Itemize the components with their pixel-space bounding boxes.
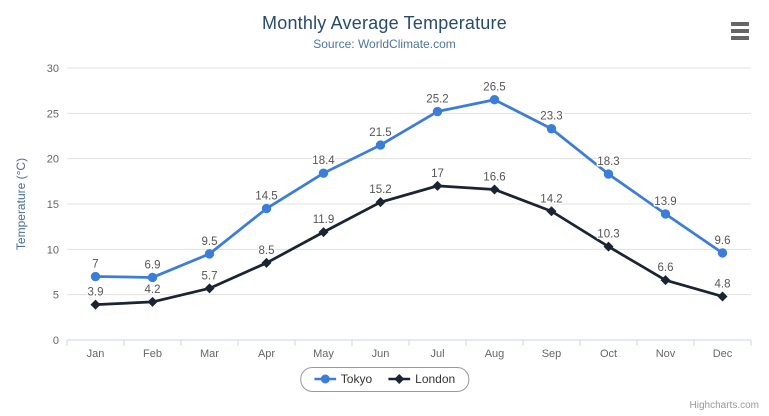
data-point-london[interactable] <box>318 227 329 238</box>
data-point-london[interactable] <box>261 257 272 268</box>
legend-item-tokyo[interactable]: Tokyo <box>313 372 373 386</box>
data-point-london[interactable] <box>204 283 215 294</box>
data-label: 18.3 <box>597 156 619 168</box>
x-tick-label: Aug <box>485 348 505 360</box>
data-point-tokyo[interactable] <box>90 271 101 282</box>
legend-item-london[interactable]: London <box>388 372 455 386</box>
data-label: 10.3 <box>597 229 619 241</box>
y-tick-label: 0 <box>53 335 59 347</box>
y-tick-label: 30 <box>47 63 59 75</box>
data-point-london[interactable] <box>375 197 386 208</box>
data-label: 7 <box>92 259 98 271</box>
data-label: 4.8 <box>715 278 731 290</box>
legend-label-london: London <box>415 372 456 386</box>
x-tick-label: Mar <box>200 348 219 360</box>
y-tick-label: 25 <box>47 108 59 120</box>
data-label: 18.4 <box>312 155 335 167</box>
data-point-tokyo[interactable] <box>603 169 614 179</box>
data-label: 16.6 <box>483 171 505 183</box>
data-label: 14.2 <box>540 193 562 205</box>
y-tick-label: 10 <box>47 244 59 256</box>
data-label: 26.5 <box>483 82 505 94</box>
data-label: 9.5 <box>202 236 218 248</box>
menu-icon <box>731 36 749 40</box>
x-tick-label: Feb <box>143 348 162 360</box>
data-label: 9.6 <box>715 235 731 247</box>
data-label: 14.5 <box>255 191 277 203</box>
data-point-london[interactable] <box>603 241 614 252</box>
tokyo-series-marker-icon <box>313 374 336 384</box>
x-tick-label: May <box>313 348 334 360</box>
chart-title: Monthly Average Temperature <box>262 13 507 33</box>
data-label: 15.2 <box>369 184 391 196</box>
series-line-tokyo <box>94 98 724 279</box>
data-point-tokyo[interactable] <box>147 272 158 283</box>
data-label: 5.7 <box>202 270 218 282</box>
x-tick-label: Dec <box>713 348 733 360</box>
data-point-london[interactable] <box>660 275 671 286</box>
legend-label-tokyo: Tokyo <box>340 372 373 386</box>
y-tick-label: 15 <box>47 199 59 211</box>
x-tick-label: Sep <box>542 348 562 360</box>
data-label: 8.5 <box>259 245 275 257</box>
x-tick-label: Jun <box>372 348 390 360</box>
data-point-london[interactable] <box>489 184 500 195</box>
x-tick-label: Nov <box>656 348 676 360</box>
chart-context-menu-button[interactable] <box>729 20 753 42</box>
data-point-tokyo[interactable] <box>318 168 329 178</box>
data-point-london[interactable] <box>717 291 728 302</box>
data-point-london[interactable] <box>90 299 101 310</box>
data-point-tokyo[interactable] <box>489 95 500 105</box>
data-point-tokyo[interactable] <box>432 106 443 117</box>
menu-icon <box>731 22 749 26</box>
data-point-tokyo[interactable] <box>204 249 215 259</box>
x-tick-label: Jul <box>430 348 444 360</box>
data-label: 17 <box>431 168 444 180</box>
legend: Tokyo London <box>299 367 470 392</box>
data-point-london[interactable] <box>432 180 443 191</box>
data-label: 25.2 <box>426 94 448 106</box>
plot-area: 0 5 10 15 20 25 30 Jan Feb Mar Apr May Jun Jul Aug Sep O… <box>14 63 752 360</box>
data-label: 11.9 <box>313 214 335 226</box>
london-series-marker-icon <box>388 374 411 384</box>
x-tick-label: Jan <box>87 348 105 360</box>
data-label: 21.5 <box>369 127 391 139</box>
menu-icon <box>731 29 749 33</box>
data-point-london[interactable] <box>546 206 557 217</box>
data-label: 6.6 <box>658 262 674 274</box>
data-point-tokyo[interactable] <box>375 140 386 150</box>
data-point-tokyo[interactable] <box>660 209 671 219</box>
credits-link[interactable]: Highcharts.com <box>689 400 759 411</box>
y-tick-label: 5 <box>53 290 59 302</box>
data-label: 4.2 <box>145 284 161 296</box>
data-point-tokyo[interactable] <box>546 124 557 134</box>
data-point-tokyo[interactable] <box>717 248 728 258</box>
y-axis-title: Temperature (°C) <box>14 158 28 250</box>
x-tick-label: Apr <box>258 348 275 360</box>
y-tick-label: 20 <box>47 154 59 166</box>
series-line-london <box>94 184 724 307</box>
data-label: 13.9 <box>654 196 676 208</box>
data-point-london[interactable] <box>147 296 158 307</box>
data-label: 3.9 <box>88 287 104 299</box>
data-label: 6.9 <box>145 259 161 271</box>
x-tick-label: Oct <box>600 348 617 360</box>
chart-subtitle: Source: WorldClimate.com <box>313 37 456 51</box>
data-label: 23.3 <box>540 111 562 123</box>
data-point-tokyo[interactable] <box>261 203 272 214</box>
